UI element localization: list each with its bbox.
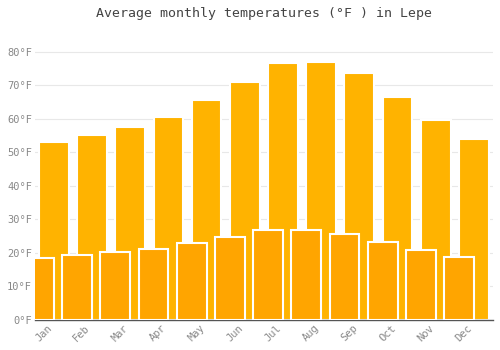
Bar <box>154 117 184 320</box>
Bar <box>62 256 92 320</box>
Bar <box>330 234 360 320</box>
Bar <box>292 230 321 320</box>
Bar <box>306 62 336 320</box>
Bar <box>39 142 68 320</box>
Bar <box>368 242 398 320</box>
Bar <box>24 258 54 320</box>
Bar <box>215 237 245 320</box>
Bar <box>230 82 260 320</box>
Title: Average monthly temperatures (°F ) in Lepe: Average monthly temperatures (°F ) in Le… <box>96 7 432 20</box>
Bar <box>100 252 130 320</box>
Bar <box>344 74 374 320</box>
Bar <box>444 257 474 320</box>
Bar <box>421 120 450 320</box>
Bar <box>382 97 412 320</box>
Bar <box>406 250 436 320</box>
Bar <box>253 230 283 320</box>
Bar <box>116 127 145 320</box>
Bar <box>268 63 298 320</box>
Bar <box>177 243 206 320</box>
Bar <box>77 135 107 320</box>
Bar <box>192 100 222 320</box>
Bar <box>138 249 168 320</box>
Bar <box>459 139 489 320</box>
